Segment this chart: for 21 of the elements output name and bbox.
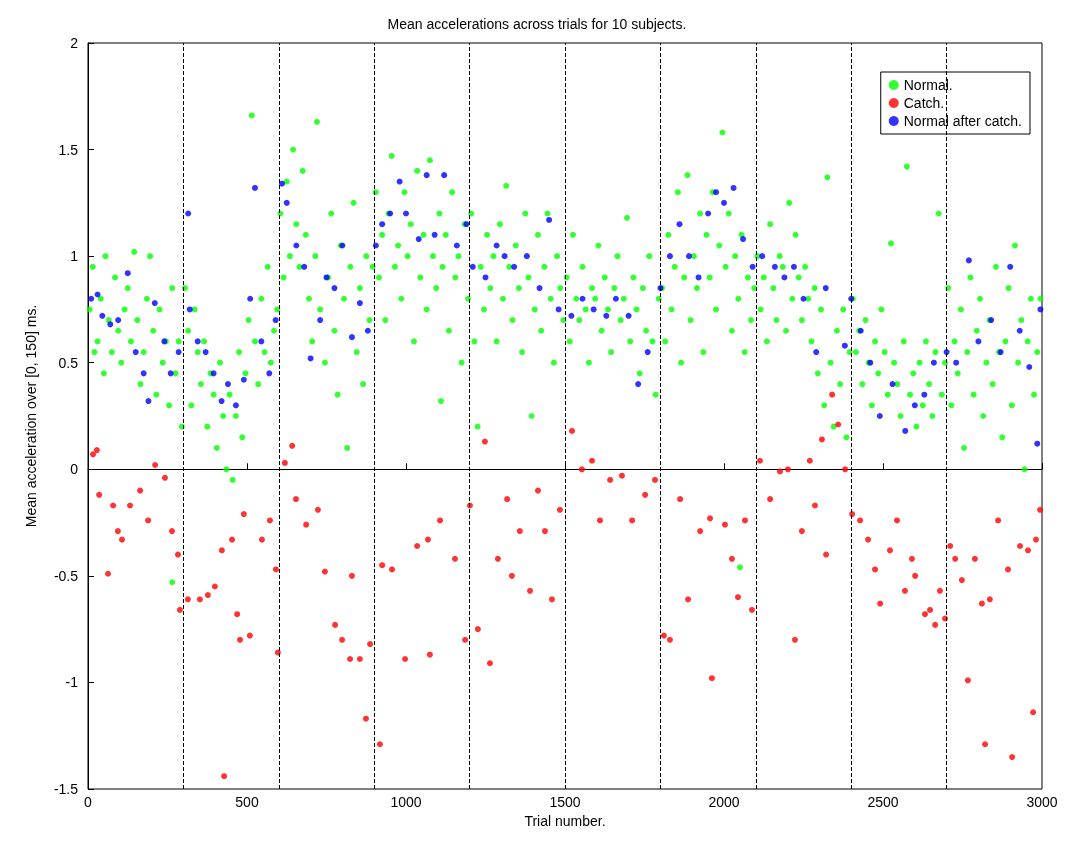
chart-title: Mean accelerations across trials for 10 subjects. xyxy=(387,16,687,32)
y-tick-label: 2 xyxy=(70,35,79,51)
y-tick-label: 0.5 xyxy=(58,354,79,371)
x-axis-title: Trial number. xyxy=(524,812,606,829)
x-tick-label: 3000 xyxy=(1026,794,1058,810)
x-tick-label: 1500 xyxy=(549,794,581,810)
y-tick-label: 1 xyxy=(70,248,79,265)
y-tick-label: -1.5 xyxy=(53,781,79,797)
x-tick-label: 500 xyxy=(235,794,259,810)
legend-label: Normal after catch. xyxy=(903,113,1022,129)
x-tick-label: 2000 xyxy=(708,794,740,810)
y-tick-label: 1.5 xyxy=(58,141,79,158)
y-tick-label: 0 xyxy=(70,461,79,478)
y-tick-label: -0.5 xyxy=(53,567,79,584)
legend-label: Normal. xyxy=(903,77,953,93)
x-tick-label: 1000 xyxy=(390,794,422,810)
legend-label: Catch. xyxy=(903,95,945,111)
y-tick-label: -1 xyxy=(65,674,79,691)
x-tick-label: 0 xyxy=(84,794,93,810)
x-tick-label: 2500 xyxy=(867,794,899,810)
y-axis-title: Mean acceleration over [0, 150] ms. xyxy=(23,304,39,528)
